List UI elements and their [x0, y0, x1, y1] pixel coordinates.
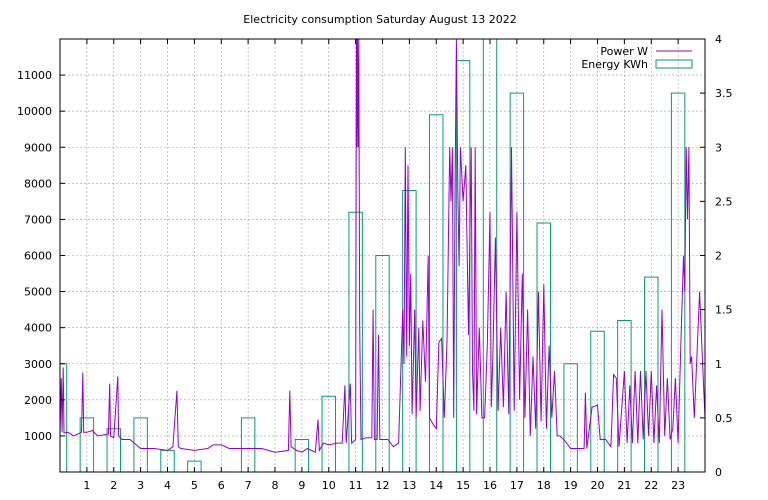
energy-bar [106, 428, 121, 472]
energy-bar [402, 190, 417, 472]
energy-bar [240, 417, 256, 472]
x-tick-label: 4 [164, 479, 171, 492]
x-tick-label: 12 [376, 479, 390, 492]
y2-tick-label: 4 [715, 33, 722, 46]
y-tick-label: 6000 [24, 250, 52, 263]
y-tick-label: 5000 [24, 286, 52, 299]
x-tick-label: 1 [83, 479, 90, 492]
legend-swatch-energy [655, 59, 693, 69]
y2-tick-label: 3.5 [715, 87, 733, 100]
energy-bar [429, 114, 444, 472]
energy-bar [617, 319, 632, 472]
legend: Power W Energy KWh [581, 45, 693, 71]
energy-bar [375, 255, 390, 472]
y2-tick-label: 1 [715, 358, 722, 371]
y2-tick-label: 2 [715, 250, 722, 263]
energy-bar [644, 276, 659, 472]
x-tick-label: 10 [322, 479, 336, 492]
x-tick-label: 11 [349, 479, 363, 492]
x-tick-label: 18 [537, 479, 551, 492]
grid [60, 39, 705, 472]
legend-label-power: Power W [600, 45, 648, 58]
y-tick-label: 2000 [24, 394, 52, 407]
energy-bar [133, 417, 148, 472]
chart-title: Electricity consumption Saturday August … [243, 13, 516, 26]
y2-tick-label: 0.5 [715, 412, 733, 425]
x-tick-label: 9 [298, 479, 305, 492]
y-tick-label: 10000 [17, 105, 52, 118]
energy-bar [79, 417, 95, 472]
y-tick-label: 11000 [17, 69, 52, 82]
energy-bar [321, 395, 336, 472]
y-tick-label: 8000 [24, 177, 52, 190]
x-tick-label: 21 [617, 479, 631, 492]
y2-tick-label: 2.5 [715, 195, 733, 208]
x-tick-label: 8 [272, 479, 279, 492]
x-tick-label: 15 [456, 479, 470, 492]
legend-label-energy: Energy KWh [581, 58, 648, 71]
energy-bar [590, 330, 605, 472]
x-tick-label: 14 [429, 479, 443, 492]
x-tick-label: 22 [644, 479, 658, 492]
power-line [59, 38, 706, 453]
x-tick-label: 5 [191, 479, 198, 492]
y-tick-label: 9000 [24, 141, 52, 154]
x-tick-label: 13 [402, 479, 416, 492]
energy-bar [563, 363, 578, 472]
x-tick-label: 7 [245, 479, 252, 492]
energy-bar [294, 439, 310, 472]
y-axis-ticks: 1000 2000 3000 4000 5000 6000 7000 8000 9000 1000… [17, 69, 65, 443]
y-tick-label: 1000 [24, 430, 52, 443]
x-tick-label: 16 [483, 479, 497, 492]
x-tick-label: 23 [671, 479, 685, 492]
x-tick-label: 17 [510, 479, 524, 492]
y2-tick-label: 1.5 [715, 304, 733, 317]
y2-axis-ticks: 0 0.5 1 1.5 2 2.5 3 3.5 4 [700, 33, 733, 479]
y-tick-label: 7000 [24, 213, 52, 226]
y2-tick-label: 0 [715, 466, 722, 479]
x-tick-label: 6 [218, 479, 225, 492]
y2-tick-label: 3 [715, 141, 722, 154]
y-tick-label: 3000 [24, 358, 52, 371]
x-tick-label: 2 [110, 479, 117, 492]
x-tick-label: 19 [564, 479, 578, 492]
energy-bar [187, 460, 202, 472]
x-tick-label: 20 [591, 479, 605, 492]
x-axis-ticks: 1 2 3 4 5 6 7 8 9 10 11 12 13 14 15 16 17 18 19 20 21 22 23 [83, 39, 685, 492]
y-tick-label: 4000 [24, 322, 52, 335]
x-tick-label: 3 [137, 479, 144, 492]
